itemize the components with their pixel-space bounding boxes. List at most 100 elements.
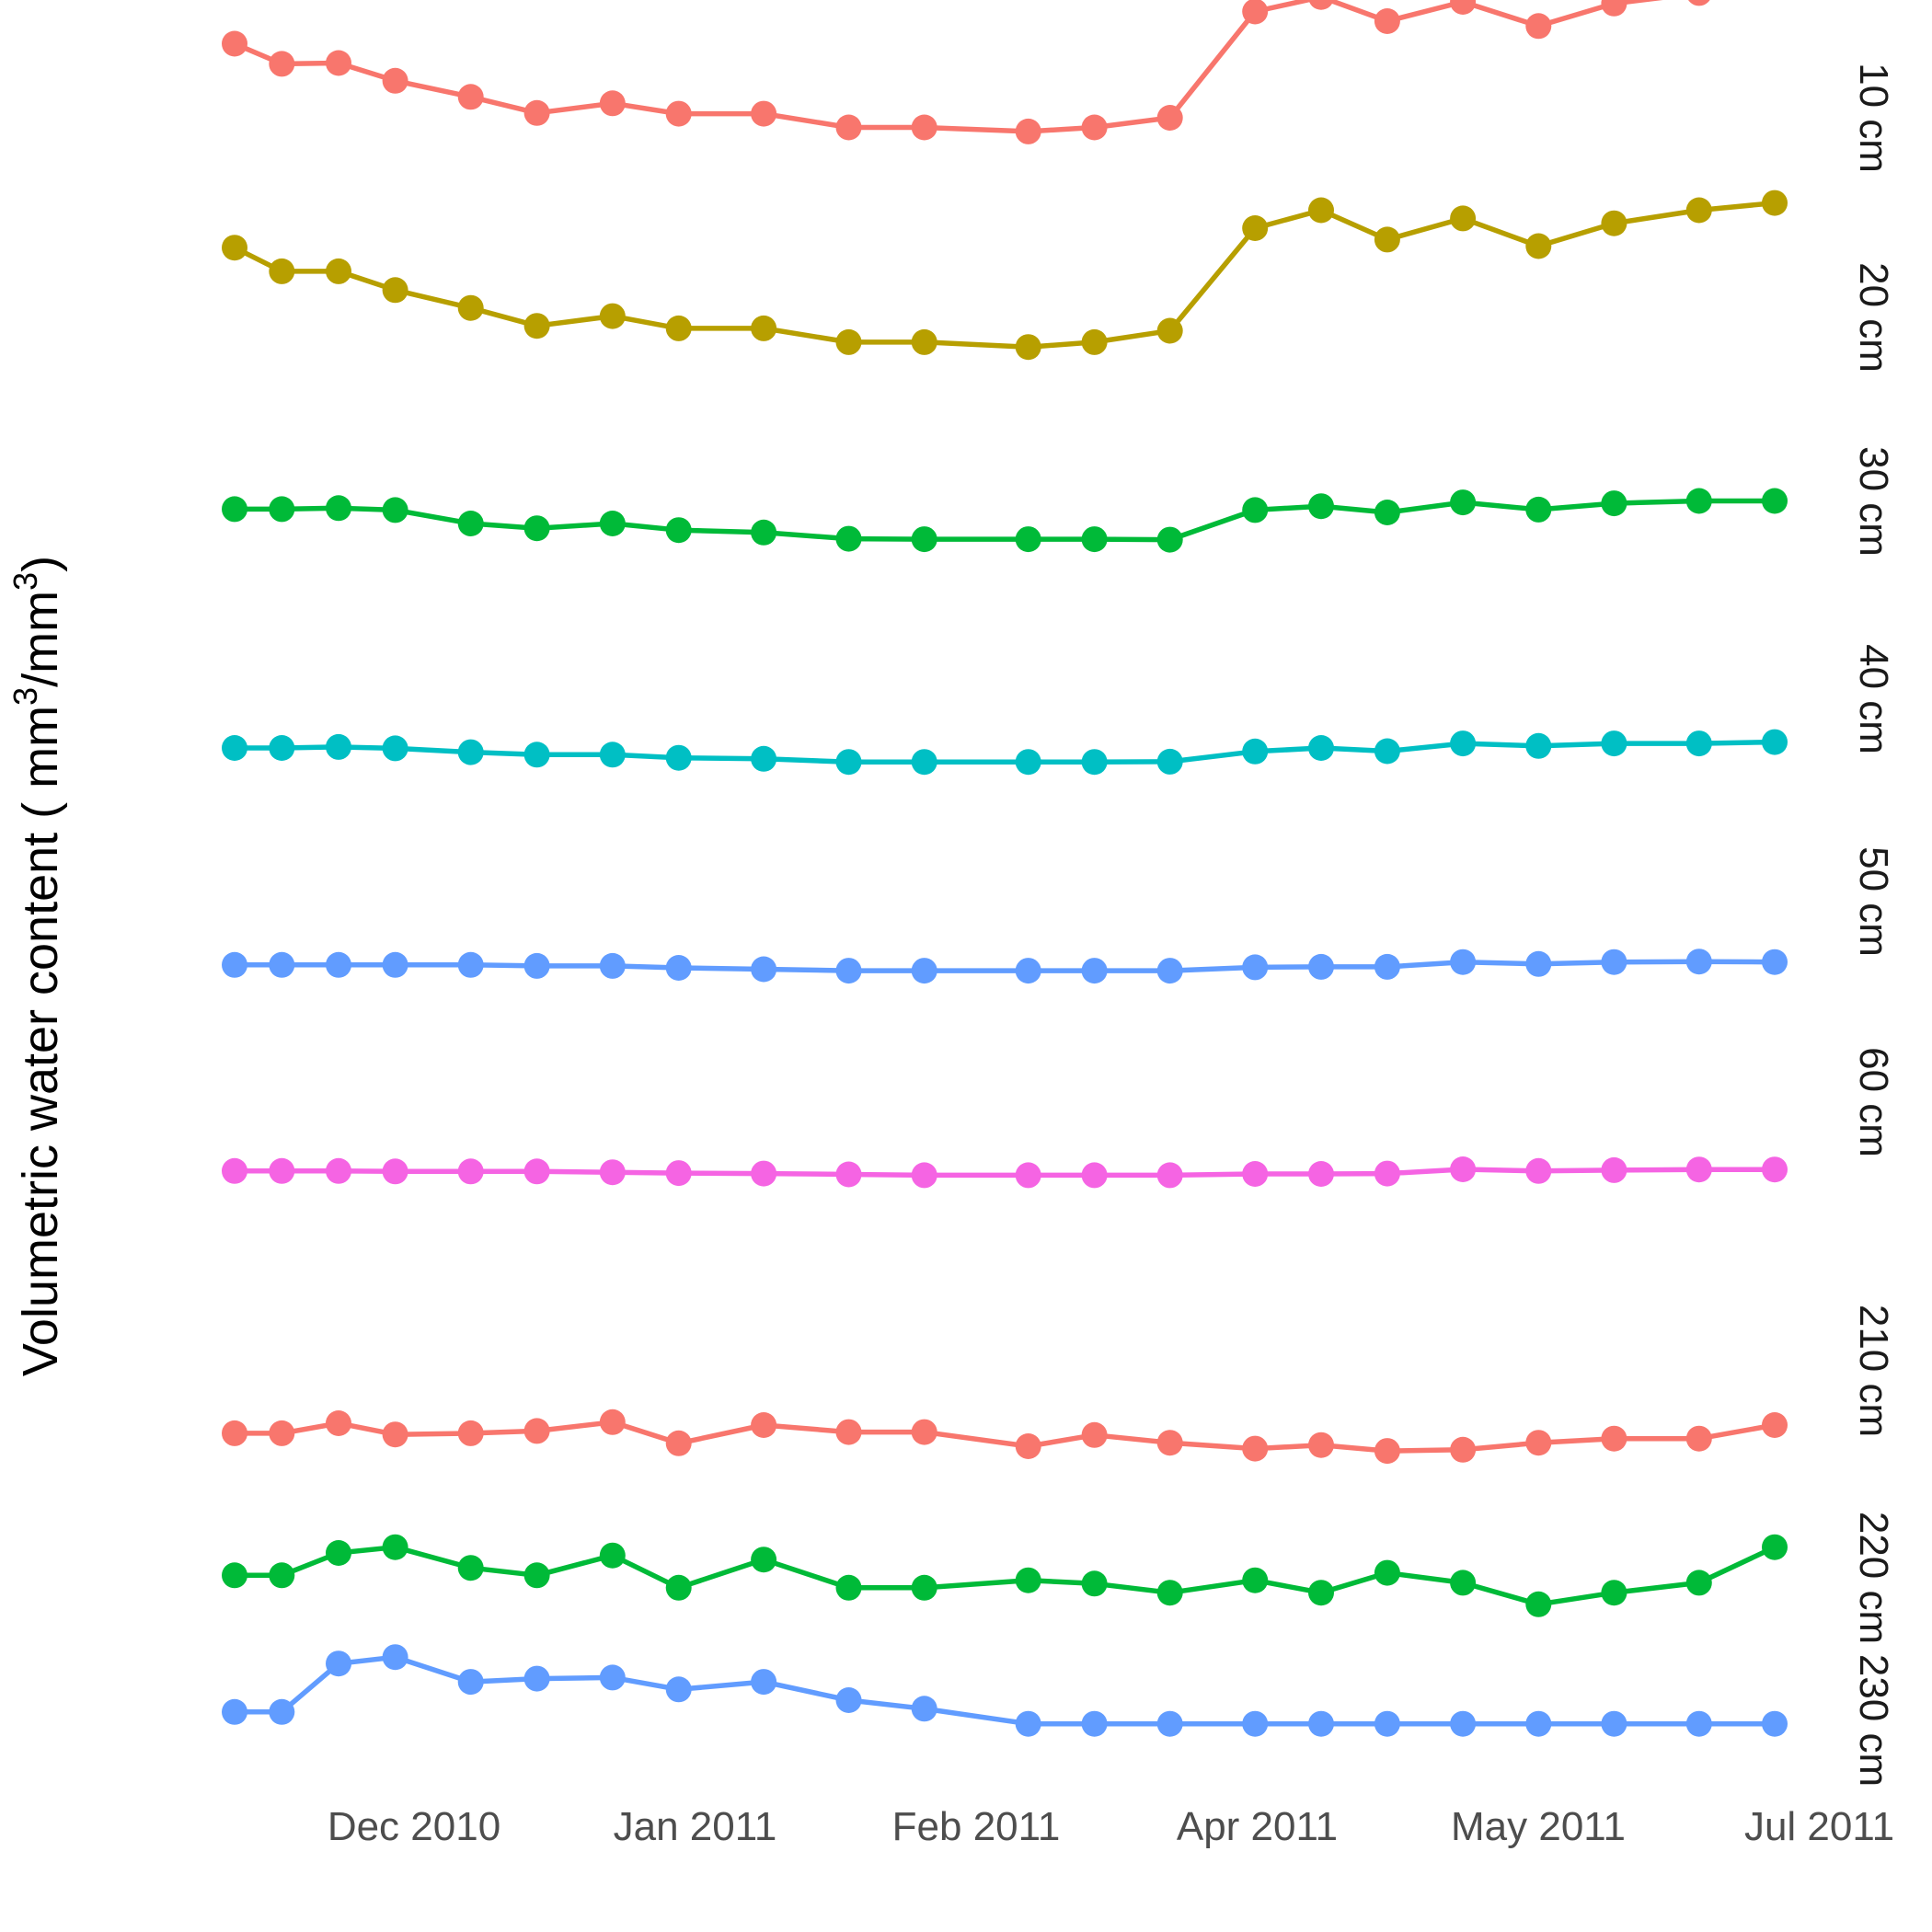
data-point — [222, 1420, 247, 1446]
data-point — [599, 952, 626, 979]
data-point — [1525, 496, 1552, 523]
data-point — [1762, 1412, 1788, 1438]
data-point — [1450, 205, 1477, 232]
data-point — [222, 1157, 247, 1184]
data-point — [835, 749, 862, 776]
data-point — [1601, 0, 1627, 17]
series-line — [235, 1167, 1775, 1179]
data-point — [1450, 949, 1477, 975]
data-point — [1156, 748, 1183, 775]
data-point — [523, 313, 550, 339]
data-point — [1242, 497, 1269, 523]
data-point — [1308, 1710, 1334, 1737]
data-point — [1015, 1567, 1041, 1593]
data-point — [1762, 488, 1788, 514]
data-point — [382, 277, 408, 304]
data-point — [326, 50, 351, 76]
series-line — [233, 0, 1663, 134]
data-point — [326, 258, 351, 284]
data-point — [1308, 1580, 1334, 1606]
data-point — [599, 1664, 626, 1691]
data-point — [911, 328, 937, 355]
facet-60cm: 60 cm — [222, 1047, 1896, 1189]
data-point — [1156, 1710, 1183, 1737]
data-point — [1308, 1161, 1334, 1187]
data-point — [326, 1540, 351, 1566]
facet-220cm: 220 cm — [222, 1512, 1896, 1644]
data-point — [911, 526, 937, 553]
data-point — [911, 1574, 937, 1601]
data-point — [222, 735, 247, 761]
data-point — [665, 517, 692, 544]
facet-label: 60 cm — [1851, 1047, 1896, 1157]
data-point — [326, 733, 351, 760]
data-point — [1525, 1710, 1552, 1737]
data-point — [835, 1574, 862, 1601]
data-point — [1156, 958, 1183, 984]
data-point — [751, 519, 777, 546]
data-point — [751, 956, 777, 983]
data-point — [1450, 1436, 1477, 1463]
data-point — [1450, 489, 1477, 516]
data-point — [1081, 114, 1108, 141]
data-point — [1156, 1162, 1183, 1189]
data-point — [1081, 526, 1108, 553]
data-point — [1601, 949, 1627, 975]
facet-40cm: 40 cm — [222, 644, 1896, 776]
data-point — [1015, 1710, 1041, 1737]
facet-210cm: 210 cm — [222, 1305, 1896, 1465]
data-point — [1156, 317, 1183, 344]
x-tick-label: Feb 2011 — [892, 1804, 1061, 1849]
data-point — [665, 1430, 692, 1456]
data-point — [326, 1157, 351, 1184]
data-point — [911, 1696, 937, 1722]
data-point — [1601, 1580, 1627, 1606]
data-point — [523, 1665, 550, 1692]
data-point — [1308, 953, 1334, 980]
data-point — [269, 735, 295, 761]
data-point — [1015, 334, 1041, 361]
data-point — [269, 1157, 295, 1184]
data-point — [1450, 1570, 1477, 1596]
data-point — [1685, 1570, 1712, 1596]
data-point — [1242, 1567, 1269, 1593]
data-point — [523, 952, 550, 979]
series-line — [235, 1654, 1775, 1727]
data-point — [222, 30, 247, 57]
data-point — [665, 955, 692, 981]
data-point — [1685, 488, 1712, 514]
x-tick-label: Dec 2010 — [328, 1804, 500, 1849]
data-point — [1015, 1162, 1041, 1189]
data-point — [523, 99, 550, 126]
data-point — [1762, 1534, 1788, 1560]
data-point — [1242, 215, 1269, 241]
data-point — [599, 742, 626, 768]
data-point — [326, 1650, 351, 1677]
data-point — [911, 958, 937, 984]
facet-label: 210 cm — [1851, 1305, 1896, 1437]
data-point — [1601, 1710, 1627, 1737]
data-point — [1685, 197, 1712, 224]
data-point — [269, 1562, 295, 1589]
data-point — [835, 958, 862, 984]
data-point — [835, 1687, 862, 1713]
data-point — [523, 1418, 550, 1444]
data-point — [1015, 1433, 1041, 1459]
data-point — [1525, 233, 1552, 259]
data-point — [1450, 730, 1477, 757]
data-point — [1081, 749, 1108, 776]
data-point — [382, 735, 408, 762]
data-point — [1081, 1570, 1108, 1597]
data-point — [599, 1409, 626, 1435]
data-point — [751, 1669, 777, 1696]
data-point — [222, 235, 247, 261]
data-point — [1242, 1161, 1269, 1187]
data-point — [457, 1669, 484, 1696]
data-point — [523, 1562, 550, 1589]
data-point — [382, 67, 408, 94]
data-point — [751, 1412, 777, 1438]
data-point — [1374, 738, 1400, 765]
data-point — [835, 1161, 862, 1188]
data-point — [1156, 1580, 1183, 1606]
data-point — [835, 525, 862, 552]
